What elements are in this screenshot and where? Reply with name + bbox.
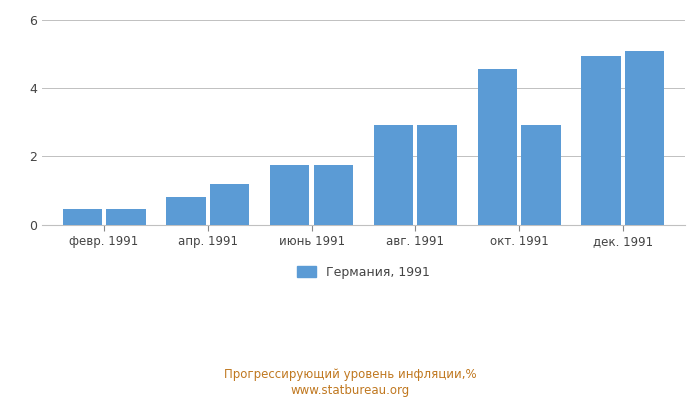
Bar <box>314 165 353 225</box>
Bar <box>270 165 309 225</box>
Bar <box>374 125 413 225</box>
Bar <box>167 197 206 225</box>
Bar <box>581 56 621 225</box>
Text: www.statbureau.org: www.statbureau.org <box>290 384 410 397</box>
Bar <box>210 184 249 225</box>
Bar <box>625 51 664 225</box>
Bar <box>521 125 561 225</box>
Bar <box>417 125 457 225</box>
Legend: Германия, 1991: Германия, 1991 <box>292 261 435 284</box>
Text: Прогрессирующий уровень инфляции,%: Прогрессирующий уровень инфляции,% <box>224 368 476 381</box>
Bar <box>106 209 146 225</box>
Bar <box>477 70 517 225</box>
Bar <box>62 209 102 225</box>
